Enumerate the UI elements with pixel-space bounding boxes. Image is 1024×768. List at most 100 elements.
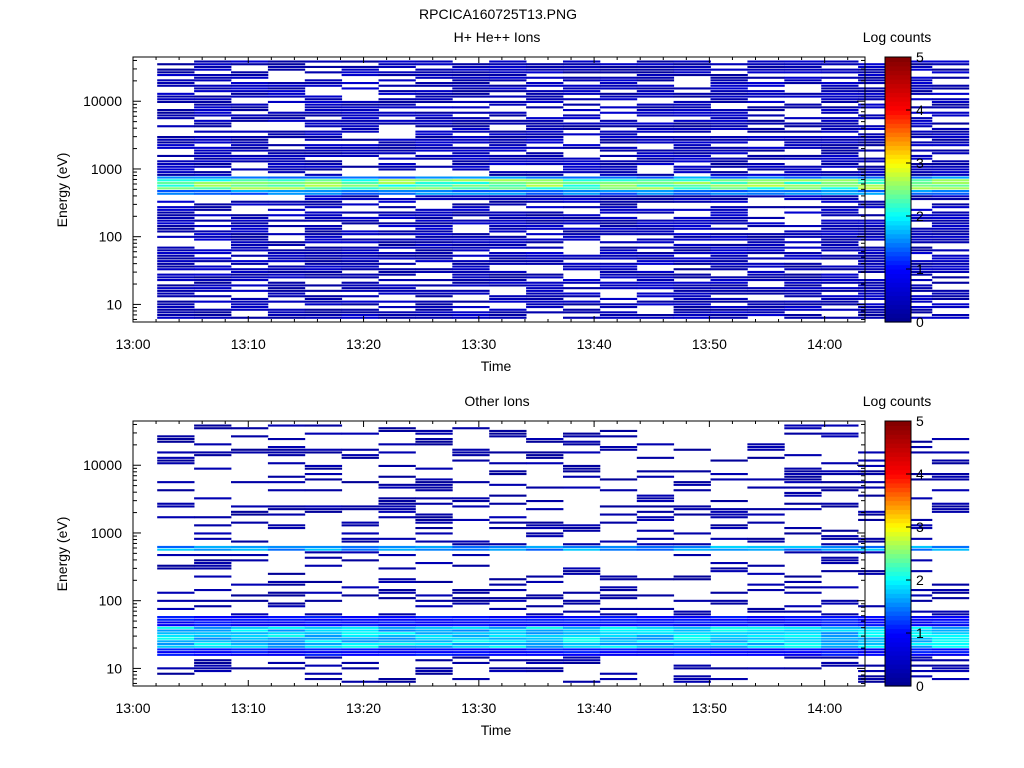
heatmap-cell xyxy=(231,74,269,77)
heatmap-cell xyxy=(526,154,564,157)
heatmap-cell xyxy=(636,222,675,225)
heatmap-cell xyxy=(599,84,638,87)
heatmap-cell xyxy=(563,300,601,303)
heatmap-cell xyxy=(821,535,859,538)
heatmap-cell xyxy=(231,154,269,157)
heatmap-cell xyxy=(710,287,748,290)
heatmap-cell xyxy=(267,446,306,449)
colorbar-label: Log counts xyxy=(863,393,932,409)
heatmap-cell xyxy=(526,92,564,95)
heatmap-cell xyxy=(784,241,822,244)
heatmap-cell xyxy=(821,106,859,109)
heatmap-cell xyxy=(267,252,306,255)
heatmap-cell xyxy=(673,513,711,516)
heatmap-cell xyxy=(895,184,933,187)
heatmap-cell xyxy=(489,435,527,438)
heatmap-cell xyxy=(931,438,970,441)
heatmap-cell xyxy=(526,200,564,203)
heatmap-cell xyxy=(821,462,859,465)
heatmap-cell xyxy=(452,621,490,624)
heatmap-cell xyxy=(194,605,232,608)
heatmap-cell xyxy=(784,508,822,511)
heatmap-cell xyxy=(341,551,379,554)
heatmap-cell xyxy=(194,68,232,71)
heatmap-cell xyxy=(858,270,896,273)
heatmap-cell xyxy=(489,451,527,454)
heatmap-cell xyxy=(673,505,711,508)
heatmap-cell xyxy=(563,187,601,190)
heatmap-cell xyxy=(784,491,822,494)
heatmap-cell xyxy=(231,279,269,282)
heatmap-cell xyxy=(231,300,269,303)
heatmap-cell xyxy=(489,279,527,282)
heatmap-cell xyxy=(341,176,379,179)
heatmap-cell xyxy=(895,640,933,643)
heatmap-cell xyxy=(636,643,675,646)
heatmap-cell xyxy=(378,92,416,95)
heatmap-cell xyxy=(747,154,785,157)
colorbar-segment xyxy=(885,544,911,550)
heatmap-cell xyxy=(415,187,453,190)
heatmap-cell xyxy=(194,651,232,654)
heatmap-cell xyxy=(231,640,269,643)
colorbar-label: Log counts xyxy=(863,29,932,45)
heatmap-cell xyxy=(784,605,822,608)
heatmap-cell xyxy=(194,76,232,79)
heatmap-cell xyxy=(415,521,453,524)
heatmap-cell xyxy=(157,502,195,505)
heatmap-cell xyxy=(821,545,859,548)
heatmap-cell xyxy=(747,187,785,190)
heatmap-cell xyxy=(194,575,232,578)
heatmap-cell xyxy=(747,190,785,193)
heatmap-cell xyxy=(931,678,970,681)
heatmap-cell xyxy=(931,160,970,163)
heatmap-cell xyxy=(194,111,232,114)
heatmap-cell xyxy=(784,645,822,648)
heatmap-cell xyxy=(341,187,379,190)
heatmap-cell xyxy=(194,122,232,125)
heatmap-cell xyxy=(526,254,564,257)
heatmap-cell xyxy=(784,122,822,125)
heatmap-cell xyxy=(378,316,416,319)
heatmap-cell xyxy=(304,230,343,233)
heatmap-cell xyxy=(931,230,970,233)
heatmap-cell xyxy=(599,208,638,211)
heatmap-cell xyxy=(415,211,453,214)
heatmap-cell xyxy=(599,311,638,314)
heatmap-cell xyxy=(673,545,711,548)
heatmap-cell xyxy=(563,632,601,635)
heatmap-cell xyxy=(673,233,711,236)
heatmap-cell xyxy=(563,265,601,268)
heatmap-cell xyxy=(784,292,822,295)
heatmap-cell xyxy=(304,165,343,168)
heatmap-cell xyxy=(821,599,859,602)
heatmap-cell xyxy=(710,516,748,519)
heatmap-cell xyxy=(747,225,785,228)
colorbar-segment xyxy=(885,641,911,647)
heatmap-cell xyxy=(563,591,601,594)
heatmap-cell xyxy=(415,478,453,481)
heatmap-cell xyxy=(821,273,859,276)
heatmap-cell xyxy=(563,157,601,160)
heatmap-cell xyxy=(931,190,970,193)
heatmap-cell xyxy=(931,545,970,548)
heatmap-cell xyxy=(526,500,564,503)
heatmap-cell xyxy=(747,508,785,511)
heatmap-cell xyxy=(415,233,453,236)
heatmap-cell xyxy=(895,279,933,282)
heatmap-cell xyxy=(895,133,933,136)
heatmap-cell xyxy=(784,206,822,209)
heatmap-cell xyxy=(452,165,490,168)
heatmap-cell xyxy=(821,624,859,627)
heatmap-cell xyxy=(599,648,638,651)
heatmap-cell xyxy=(673,176,711,179)
heatmap-cell xyxy=(157,481,195,484)
heatmap-cell xyxy=(378,589,416,592)
heatmap-cell xyxy=(304,432,343,435)
heatmap-cell xyxy=(415,141,453,144)
heatmap-cell xyxy=(747,632,785,635)
heatmap-cell xyxy=(341,626,379,629)
heatmap-cell xyxy=(267,214,306,217)
heatmap-cell xyxy=(931,136,970,139)
heatmap-cell xyxy=(157,254,195,257)
